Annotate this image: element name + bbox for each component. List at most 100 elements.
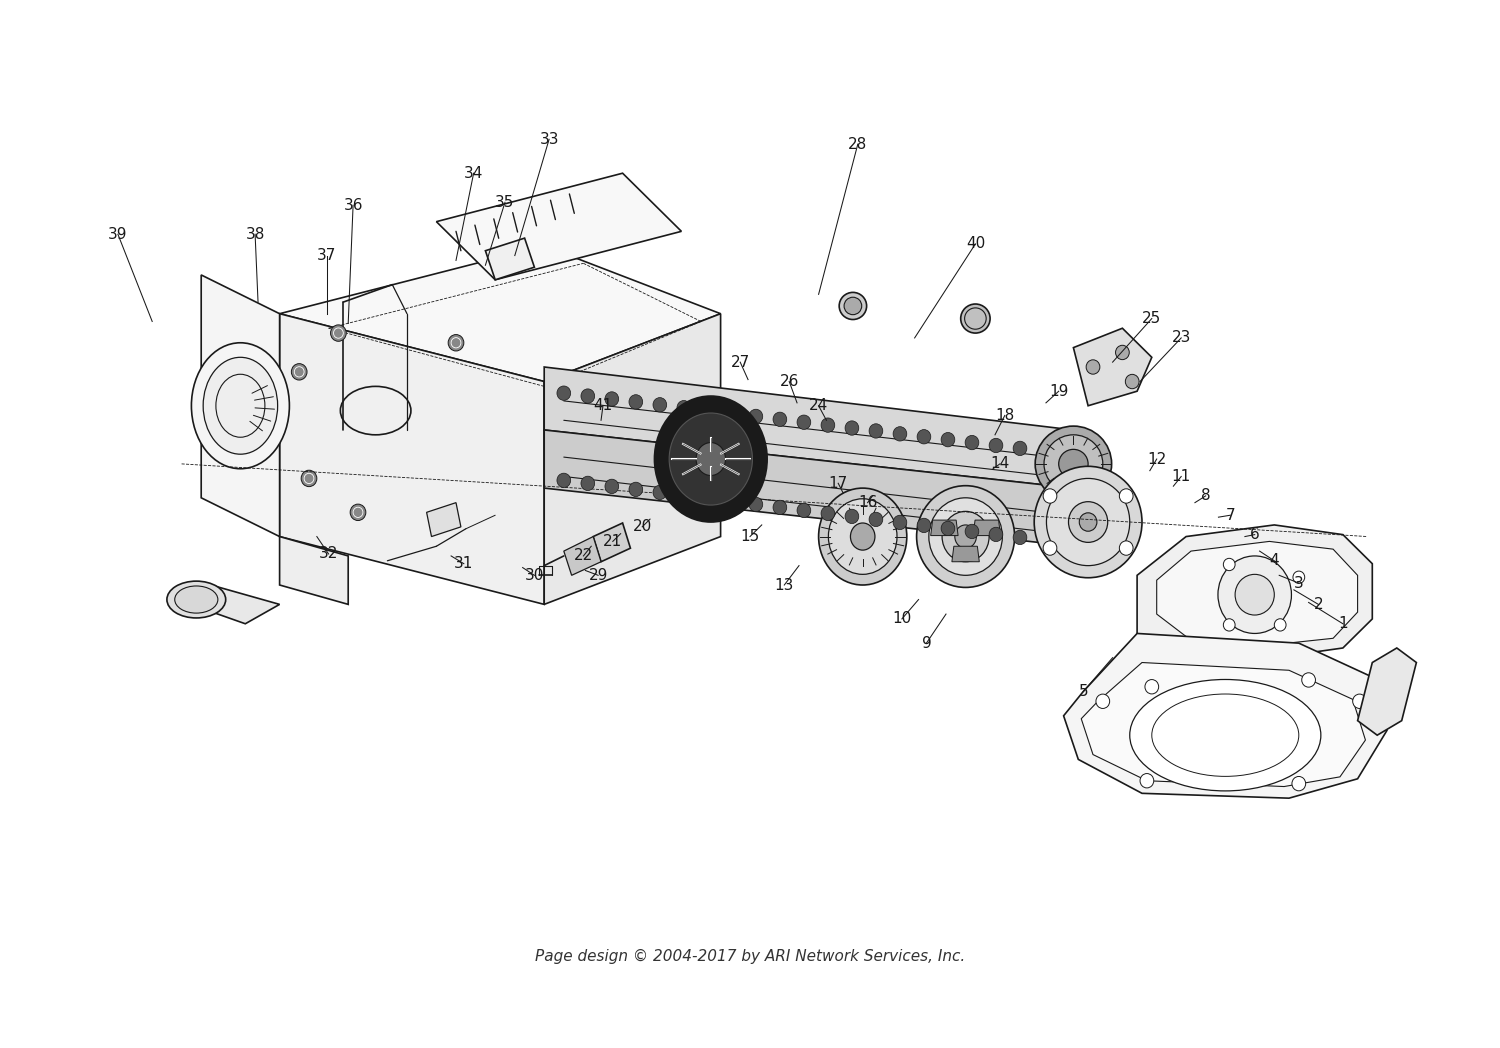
Text: 14: 14 (990, 456, 1010, 472)
Circle shape (964, 524, 980, 539)
Polygon shape (1137, 525, 1372, 658)
Circle shape (556, 386, 570, 400)
Circle shape (796, 415, 812, 430)
Circle shape (1224, 559, 1234, 571)
Circle shape (1013, 441, 1028, 456)
Circle shape (604, 392, 618, 407)
Circle shape (1292, 777, 1305, 791)
Text: 6: 6 (1250, 527, 1260, 542)
Polygon shape (279, 313, 544, 605)
Ellipse shape (844, 298, 861, 314)
Circle shape (844, 421, 859, 435)
Text: 9: 9 (921, 636, 932, 651)
Text: 7: 7 (1226, 507, 1234, 523)
Circle shape (868, 512, 883, 526)
Circle shape (291, 364, 308, 380)
Text: 32: 32 (320, 546, 339, 562)
Ellipse shape (669, 413, 753, 505)
Ellipse shape (166, 582, 225, 618)
Polygon shape (177, 585, 279, 624)
Ellipse shape (1234, 574, 1275, 615)
Text: 22: 22 (574, 548, 592, 564)
Circle shape (652, 485, 666, 500)
Circle shape (940, 433, 956, 446)
Ellipse shape (1047, 479, 1130, 566)
Circle shape (700, 403, 714, 418)
Text: 23: 23 (1172, 330, 1191, 346)
Circle shape (556, 474, 570, 487)
Polygon shape (436, 173, 681, 280)
Circle shape (892, 516, 908, 529)
Polygon shape (1156, 542, 1358, 646)
Text: 10: 10 (892, 611, 912, 627)
Circle shape (448, 334, 464, 351)
Text: 29: 29 (588, 568, 608, 583)
Ellipse shape (850, 523, 874, 550)
Circle shape (892, 427, 908, 441)
Text: Page design © 2004-2017 by ARI Network Services, Inc.: Page design © 2004-2017 by ARI Network S… (536, 948, 964, 964)
Ellipse shape (1130, 679, 1322, 791)
Circle shape (772, 412, 786, 427)
Text: ARI: ARI (594, 415, 847, 542)
Text: 5: 5 (1078, 684, 1088, 699)
Ellipse shape (956, 525, 976, 548)
Text: 37: 37 (316, 248, 336, 263)
Text: 17: 17 (828, 476, 848, 490)
Circle shape (1096, 694, 1110, 708)
Polygon shape (974, 520, 1000, 536)
Circle shape (676, 488, 690, 503)
Circle shape (1119, 488, 1132, 503)
Circle shape (1275, 618, 1286, 631)
Circle shape (1125, 374, 1138, 389)
Circle shape (748, 497, 762, 511)
Ellipse shape (839, 292, 867, 320)
Ellipse shape (192, 343, 290, 468)
Text: 18: 18 (994, 408, 1014, 423)
Circle shape (940, 521, 956, 536)
Text: 38: 38 (246, 226, 266, 242)
Circle shape (676, 400, 690, 415)
Ellipse shape (1059, 450, 1088, 479)
Circle shape (330, 325, 346, 342)
Ellipse shape (819, 488, 908, 585)
Circle shape (580, 389, 594, 403)
Polygon shape (279, 246, 720, 381)
Text: 41: 41 (594, 398, 612, 413)
Text: 33: 33 (540, 132, 560, 147)
Circle shape (844, 509, 859, 524)
Circle shape (821, 506, 836, 521)
Circle shape (652, 397, 666, 412)
Circle shape (700, 492, 714, 505)
Circle shape (1013, 530, 1028, 545)
Text: 3: 3 (1294, 575, 1304, 591)
Circle shape (916, 430, 932, 444)
Circle shape (1353, 694, 1366, 708)
Ellipse shape (174, 586, 217, 613)
Text: 19: 19 (1048, 384, 1068, 398)
Polygon shape (1358, 648, 1416, 736)
Circle shape (350, 504, 366, 521)
Circle shape (1224, 618, 1234, 631)
Ellipse shape (1218, 555, 1292, 633)
Polygon shape (592, 523, 630, 562)
Polygon shape (544, 313, 720, 605)
Polygon shape (486, 238, 534, 280)
Circle shape (1144, 679, 1158, 694)
Circle shape (1086, 359, 1100, 374)
Circle shape (868, 423, 883, 438)
Ellipse shape (828, 499, 897, 574)
Circle shape (796, 503, 812, 518)
Circle shape (724, 407, 738, 420)
Ellipse shape (654, 396, 766, 522)
Text: 16: 16 (858, 495, 877, 510)
Polygon shape (564, 537, 602, 575)
Text: 20: 20 (633, 520, 652, 534)
Text: 34: 34 (464, 166, 483, 180)
Polygon shape (1074, 328, 1152, 406)
Text: 4: 4 (1269, 553, 1280, 568)
Circle shape (1042, 488, 1058, 503)
Text: 39: 39 (108, 226, 128, 242)
Polygon shape (1064, 633, 1388, 799)
Ellipse shape (1035, 427, 1112, 502)
Circle shape (988, 527, 1004, 542)
